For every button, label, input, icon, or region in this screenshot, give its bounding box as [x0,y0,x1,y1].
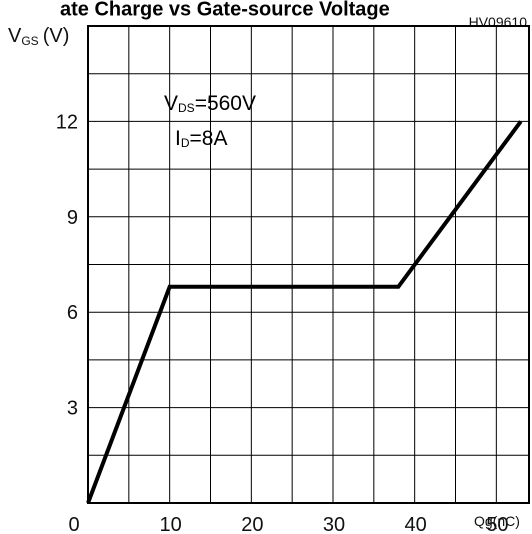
chart-title: ate Charge vs Gate-source Voltage [60,0,390,21]
x-tick-label: 40 [405,514,427,534]
x-tick-label: 20 [241,514,263,534]
y-tick-label: 9 [67,207,78,229]
x-axis-label: Qg(nC) [474,513,520,529]
figure-id: HV09610 [469,14,528,30]
x-tick-label: 30 [323,514,345,534]
y-axis-label: VGS (V) [8,25,69,48]
y-axis-label-main: V [8,25,22,47]
x-tick-label: 50 [486,514,508,534]
grid [88,26,529,503]
series-line [86,120,523,504]
annotation-id-sub: D [181,136,190,150]
x-tick-labels: 0 10 20 30 40 50 [68,514,508,534]
annotation-id-value: =8A [190,127,228,150]
annotation-id: ID=8A [175,127,227,150]
plot-frame [87,25,530,504]
y-tick-label: 12 [56,111,78,133]
y-tick-label: 6 [67,302,78,324]
annotation-id-main: I [175,127,181,150]
annotation-vds-main: V [164,92,178,115]
annotation-vds-value: =560V [195,92,256,115]
x-tick-label: 0 [68,514,79,534]
annotation-vds-sub: DS [178,101,195,115]
x-tick-label: 10 [160,514,182,534]
annotation-vds: VDS=560V [164,92,256,115]
y-tick-label: 3 [67,398,78,420]
y-tick-labels: 3 6 9 12 [56,111,78,419]
y-axis-label-unit: (V) [43,25,70,47]
y-axis-label-sub: GS [21,34,38,48]
series-layer [86,120,523,504]
